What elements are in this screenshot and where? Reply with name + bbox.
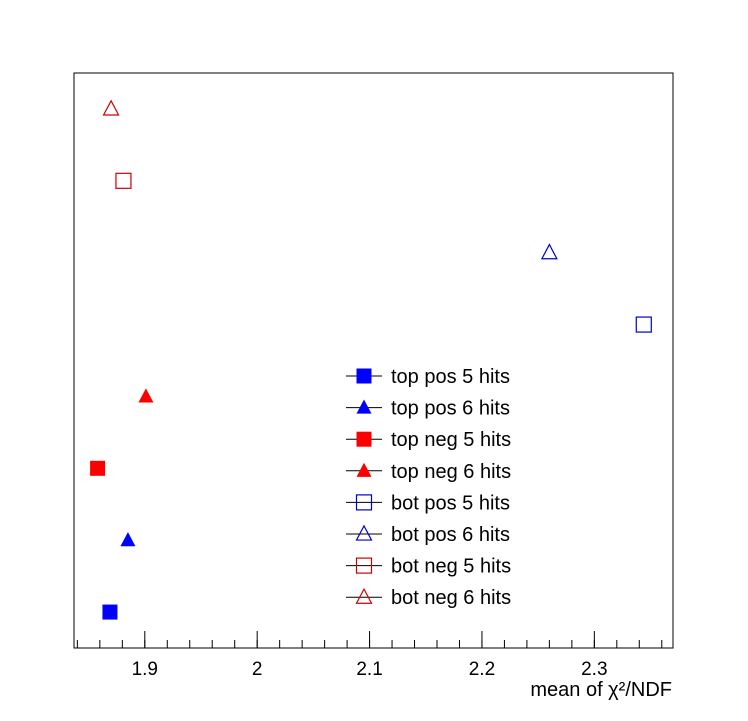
legend-entry: bot pos 6 hits: [346, 524, 510, 546]
legend-marker: [356, 368, 372, 384]
legend-label: bot pos 6 hits: [391, 524, 510, 546]
data-point: [138, 388, 154, 403]
legend-label: top neg 6 hits: [391, 461, 511, 483]
legend-marker: [355, 494, 373, 511]
legend-entry: bot neg 6 hits: [346, 587, 511, 609]
legend-label: bot neg 5 hits: [391, 556, 511, 578]
legend-marker: [355, 587, 373, 604]
legend-entry: top pos 6 hits: [346, 398, 510, 420]
data-point: [120, 532, 136, 547]
legend-entry: top neg 6 hits: [346, 461, 511, 483]
data-point: [635, 316, 652, 333]
data-point: [90, 460, 106, 476]
legend-marker: [355, 524, 373, 541]
legend-label: top neg 5 hits: [391, 429, 511, 451]
legend: top pos 5 hits top pos 6 hits top neg 5 hi…: [346, 366, 511, 609]
x-tick-label: 2.2: [469, 659, 495, 680]
legend-marker: [356, 431, 372, 447]
plot-frame: [73, 72, 674, 649]
legend-entry: bot neg 5 hits: [346, 556, 511, 578]
legend-label: bot neg 6 hits: [391, 587, 511, 609]
data-points: [90, 99, 652, 620]
x-tick-label: 2: [252, 659, 263, 680]
legend-label: bot pos 5 hits: [391, 492, 510, 514]
legend-entry: top pos 5 hits: [346, 366, 510, 388]
x-axis-label: mean of χ²/NDF: [530, 679, 672, 701]
x-axis: 1.9 2 2.1 2.2 2.3: [76, 631, 663, 680]
data-point: [102, 99, 120, 116]
legend-marker: [356, 399, 372, 414]
x-tick-label: 2.3: [581, 659, 607, 680]
legend-marker: [355, 557, 373, 574]
data-point: [540, 243, 558, 260]
x-tick-label: 1.9: [132, 659, 158, 680]
legend-entry: bot pos 5 hits: [346, 492, 510, 514]
data-point: [115, 172, 132, 189]
x-tick-label: 2.1: [356, 659, 382, 680]
data-point: [102, 604, 118, 620]
legend-entry: top neg 5 hits: [346, 429, 511, 451]
legend-label: top pos 5 hits: [391, 366, 510, 388]
legend-marker: [356, 462, 372, 477]
legend-label: top pos 6 hits: [391, 398, 510, 420]
